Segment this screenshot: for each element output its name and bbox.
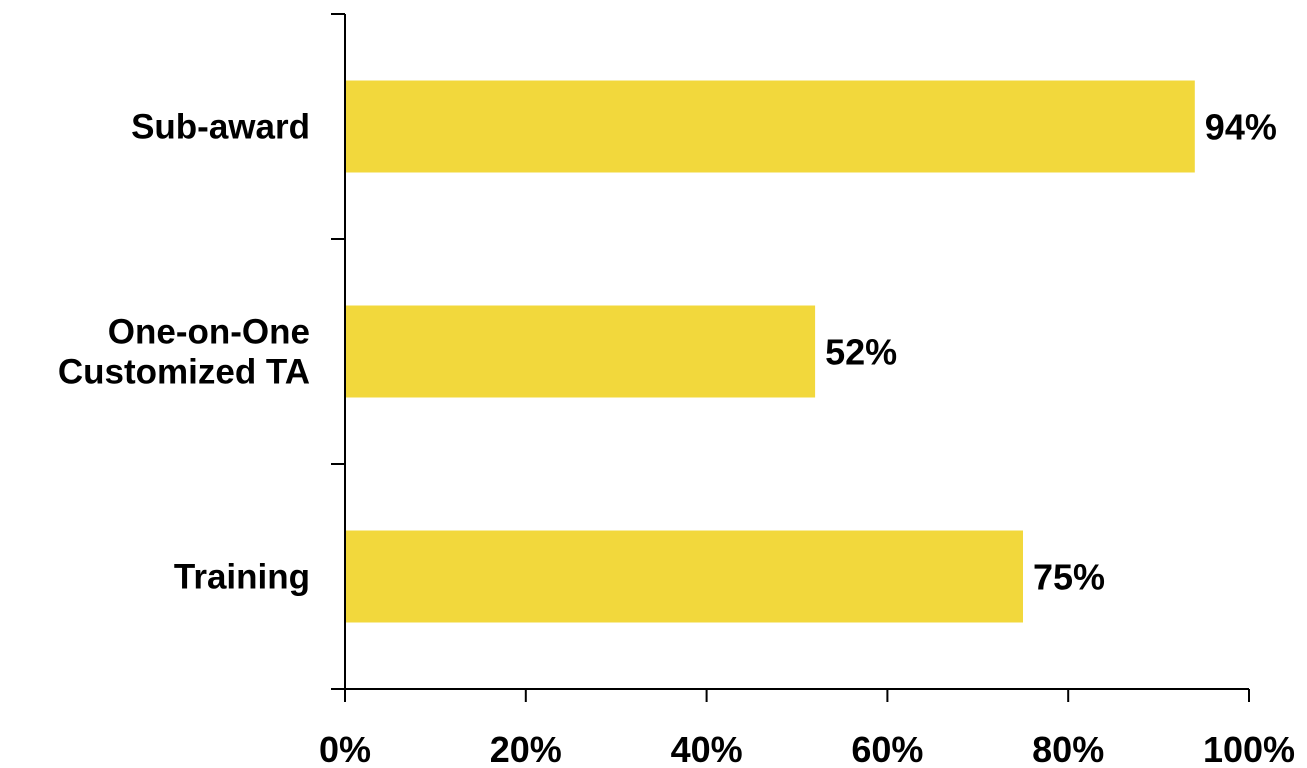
x-tick-label-3: 60% bbox=[851, 729, 923, 768]
category-label-2: Training bbox=[174, 558, 310, 597]
data-label-0: 94% bbox=[1205, 107, 1277, 148]
x-tick-label-1: 20% bbox=[490, 729, 562, 768]
bar-0 bbox=[345, 80, 1195, 173]
category-label-0: Sub-award bbox=[131, 108, 310, 147]
bar-1 bbox=[345, 305, 816, 398]
data-label-1: 52% bbox=[825, 332, 897, 373]
x-tick-label-4: 80% bbox=[1032, 729, 1104, 768]
bars-group bbox=[345, 80, 1195, 623]
category-label-1-line-1: Customized TA bbox=[58, 353, 310, 392]
category-label-1-line-0: One-on-One bbox=[108, 313, 310, 352]
x-tick-label-0: 0% bbox=[319, 729, 371, 768]
bar-2 bbox=[345, 530, 1023, 623]
x-tick-label-5: 100% bbox=[1203, 729, 1295, 768]
data-label-2: 75% bbox=[1033, 557, 1105, 598]
x-tick-label-2: 40% bbox=[671, 729, 743, 768]
axes-group bbox=[331, 13, 1250, 702]
